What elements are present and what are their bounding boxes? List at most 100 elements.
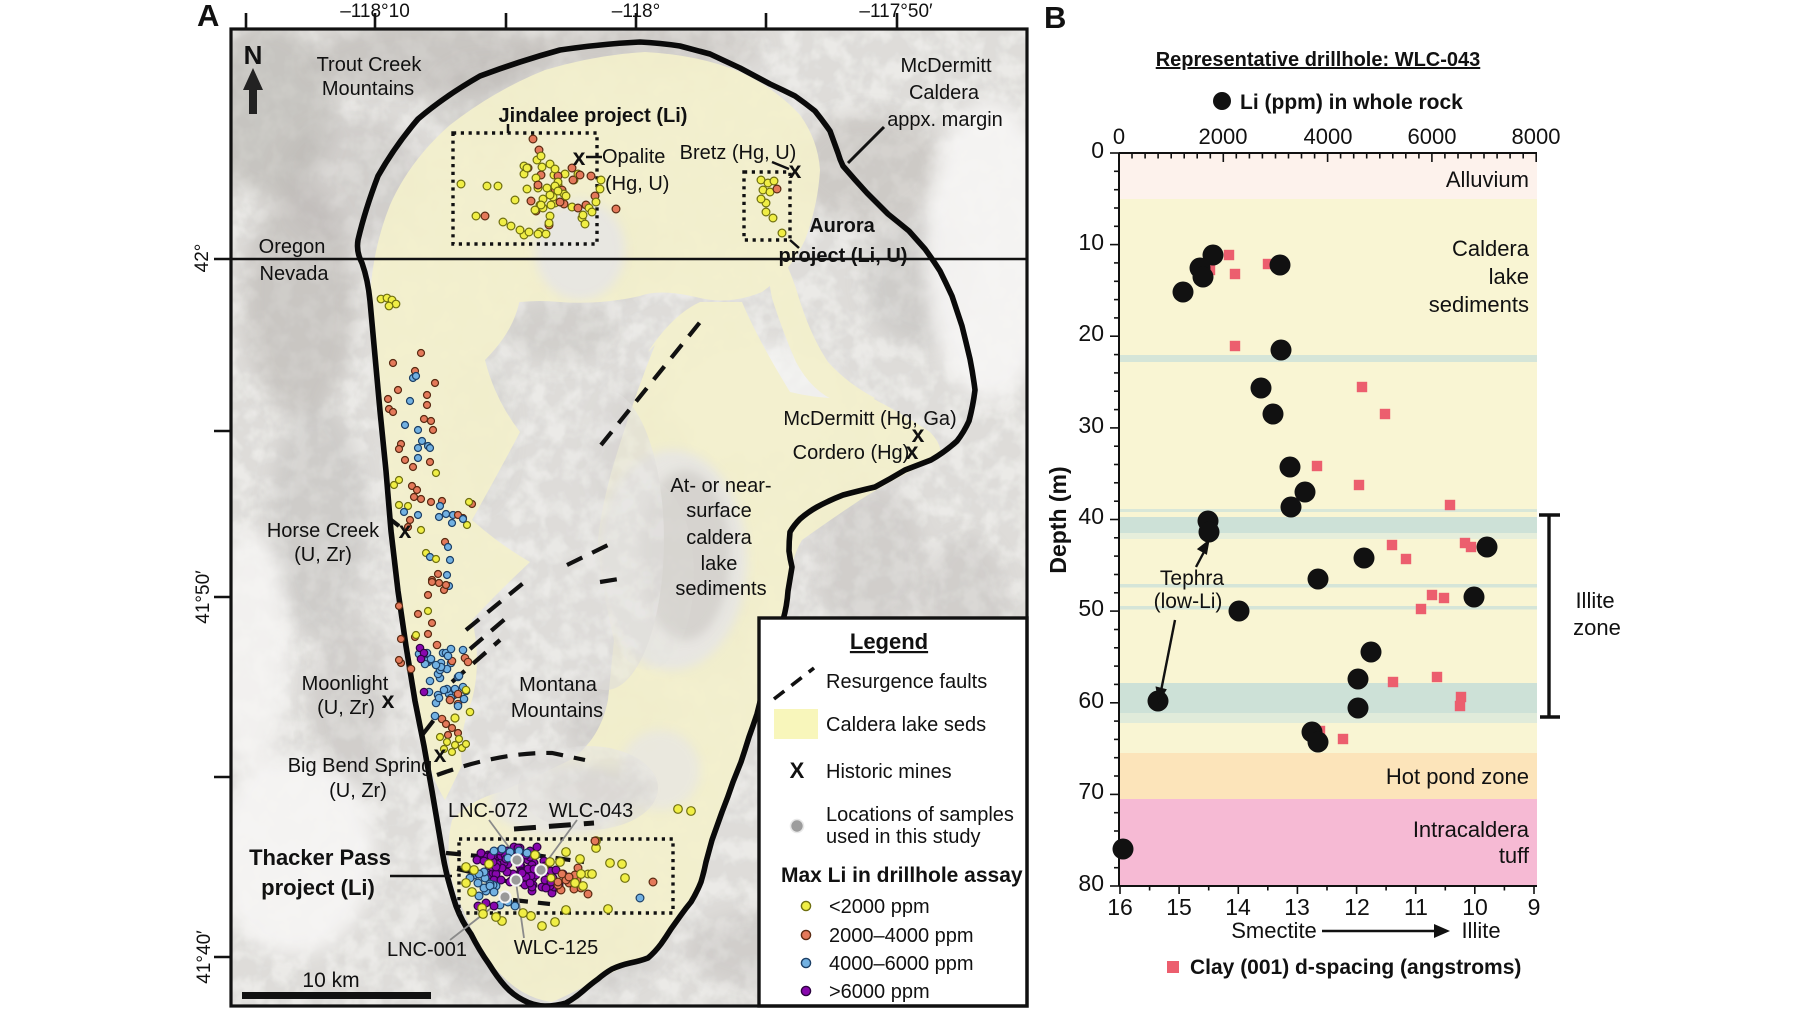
svg-text:<2000 ppm: <2000 ppm xyxy=(829,896,930,918)
svg-text:(Hg, U): (Hg, U) xyxy=(605,173,669,195)
svg-text:used in this study: used in this study xyxy=(826,826,981,848)
svg-text:70: 70 xyxy=(1078,778,1104,804)
svg-text:Caldera: Caldera xyxy=(909,82,980,104)
svg-text:x: x xyxy=(906,438,919,464)
svg-text:x: x xyxy=(399,517,412,543)
svg-text:Li (ppm) in whole rock: Li (ppm) in whole rock xyxy=(1240,91,1463,114)
svg-text:sediments: sediments xyxy=(675,578,766,600)
svg-text:Big Bend Spring: Big Bend Spring xyxy=(288,755,433,777)
svg-text:8000: 8000 xyxy=(1512,124,1561,149)
svg-text:Mountains: Mountains xyxy=(322,78,414,100)
svg-text:–117°50′: –117°50′ xyxy=(859,1,933,22)
svg-text:20: 20 xyxy=(1078,320,1104,346)
svg-text:(low-Li): (low-Li) xyxy=(1154,590,1223,613)
svg-text:x: x xyxy=(789,157,802,183)
svg-text:Moonlight: Moonlight xyxy=(302,673,389,695)
svg-text:Aurora: Aurora xyxy=(809,215,875,237)
svg-text:X: X xyxy=(790,758,805,783)
svg-text:42°: 42° xyxy=(192,244,213,273)
svg-text:Locations of samples: Locations of samples xyxy=(826,804,1014,826)
svg-text:13: 13 xyxy=(1284,894,1310,920)
svg-text:x: x xyxy=(912,421,925,447)
svg-text:50: 50 xyxy=(1078,595,1104,621)
svg-text:4000–6000 ppm: 4000–6000 ppm xyxy=(829,953,974,975)
svg-text:LNC-072: LNC-072 xyxy=(448,800,528,822)
svg-text:A: A xyxy=(197,0,219,33)
svg-text:41°40′: 41°40′ xyxy=(194,930,215,984)
svg-text:B: B xyxy=(1044,0,1066,35)
svg-text:McDermitt: McDermitt xyxy=(900,55,992,77)
svg-text:At- or near-: At- or near- xyxy=(670,475,771,497)
svg-text:30: 30 xyxy=(1078,412,1104,438)
svg-text:Representative drillhole: WLC-: Representative drillhole: WLC-043 xyxy=(1156,49,1481,71)
svg-text:N: N xyxy=(244,40,263,70)
svg-text:Cordero (Hg): Cordero (Hg) xyxy=(793,442,910,464)
svg-text:Trout Creek: Trout Creek xyxy=(317,54,423,76)
svg-text:Mountains: Mountains xyxy=(511,700,603,722)
svg-text:Illite: Illite xyxy=(1575,588,1614,613)
svg-text:14: 14 xyxy=(1225,894,1251,920)
svg-text:9: 9 xyxy=(1528,894,1541,920)
svg-text:Bretz (Hg, U): Bretz (Hg, U) xyxy=(680,142,797,164)
svg-text:Resurgence faults: Resurgence faults xyxy=(826,671,987,693)
svg-text:15: 15 xyxy=(1166,894,1192,920)
svg-text:6000: 6000 xyxy=(1408,124,1457,149)
svg-text:Nevada: Nevada xyxy=(260,263,330,285)
svg-text:appx. margin: appx. margin xyxy=(887,109,1003,131)
svg-text:10: 10 xyxy=(1462,894,1488,920)
svg-text:x: x xyxy=(434,741,447,767)
svg-text:tuff: tuff xyxy=(1499,843,1530,868)
svg-text:10 km: 10 km xyxy=(302,969,359,992)
svg-text:x: x xyxy=(382,687,395,713)
svg-text:(U, Zr): (U, Zr) xyxy=(329,780,387,802)
svg-text:(U, Zr): (U, Zr) xyxy=(317,697,375,719)
svg-text:41°50′: 41°50′ xyxy=(193,570,214,624)
svg-text:10: 10 xyxy=(1078,229,1104,255)
svg-text:McDermitt (Hg, Ga): McDermitt (Hg, Ga) xyxy=(783,408,956,430)
svg-text:Hot pond zone: Hot pond zone xyxy=(1386,764,1529,789)
svg-text:Legend: Legend xyxy=(850,629,928,654)
svg-text:Horse Creek: Horse Creek xyxy=(267,520,380,542)
svg-text:project (Li): project (Li) xyxy=(261,875,375,900)
svg-text:–118°: –118° xyxy=(612,1,660,22)
svg-text:12: 12 xyxy=(1344,894,1370,920)
svg-text:60: 60 xyxy=(1078,687,1104,713)
svg-text:0: 0 xyxy=(1091,137,1104,163)
svg-text:0: 0 xyxy=(1113,124,1125,149)
svg-text:2000: 2000 xyxy=(1199,124,1248,149)
svg-text:Tephra: Tephra xyxy=(1160,567,1225,590)
svg-text:>6000 ppm: >6000 ppm xyxy=(829,981,930,1003)
svg-text:Opalite: Opalite xyxy=(602,146,665,168)
svg-text:11: 11 xyxy=(1404,894,1428,920)
svg-text:2000–4000 ppm: 2000–4000 ppm xyxy=(829,925,974,947)
svg-text:80: 80 xyxy=(1078,870,1104,896)
svg-text:Smectite: Smectite xyxy=(1231,918,1317,943)
svg-text:Max Li in drillhole assay: Max Li in drillhole assay xyxy=(781,864,1023,887)
svg-text:Historic mines: Historic mines xyxy=(826,761,952,783)
svg-text:x: x xyxy=(573,144,586,170)
svg-text:Jindalee project (Li): Jindalee project (Li) xyxy=(499,105,688,127)
svg-text:Clay (001) d-spacing (angstrom: Clay (001) d-spacing (angstroms) xyxy=(1190,956,1521,979)
svg-text:zone: zone xyxy=(1573,615,1621,640)
svg-text:Caldera: Caldera xyxy=(1452,236,1530,261)
svg-text:Montana: Montana xyxy=(519,674,598,696)
svg-text:–118°10: –118°10 xyxy=(340,1,410,22)
svg-text:project (Li, U): project (Li, U) xyxy=(779,245,908,267)
svg-text:16: 16 xyxy=(1107,894,1133,920)
svg-text:Depth (m): Depth (m) xyxy=(1045,466,1071,573)
svg-text:WLC-043: WLC-043 xyxy=(549,800,633,822)
svg-text:Caldera lake seds: Caldera lake seds xyxy=(826,714,986,736)
svg-text:Thacker Pass: Thacker Pass xyxy=(249,845,391,870)
svg-text:Illite: Illite xyxy=(1461,918,1500,943)
svg-text:(U, Zr): (U, Zr) xyxy=(294,544,352,566)
svg-text:40: 40 xyxy=(1078,503,1104,529)
svg-text:WLC-125: WLC-125 xyxy=(514,937,598,959)
svg-text:4000: 4000 xyxy=(1304,124,1353,149)
svg-text:lake: lake xyxy=(701,553,738,575)
svg-text:Intracaldera: Intracaldera xyxy=(1413,817,1530,842)
svg-text:LNC-001: LNC-001 xyxy=(387,939,467,961)
svg-text:Oregon: Oregon xyxy=(259,236,326,258)
svg-text:Alluvium: Alluvium xyxy=(1446,167,1529,192)
svg-text:sediments: sediments xyxy=(1429,292,1529,317)
svg-text:surface: surface xyxy=(686,500,752,522)
